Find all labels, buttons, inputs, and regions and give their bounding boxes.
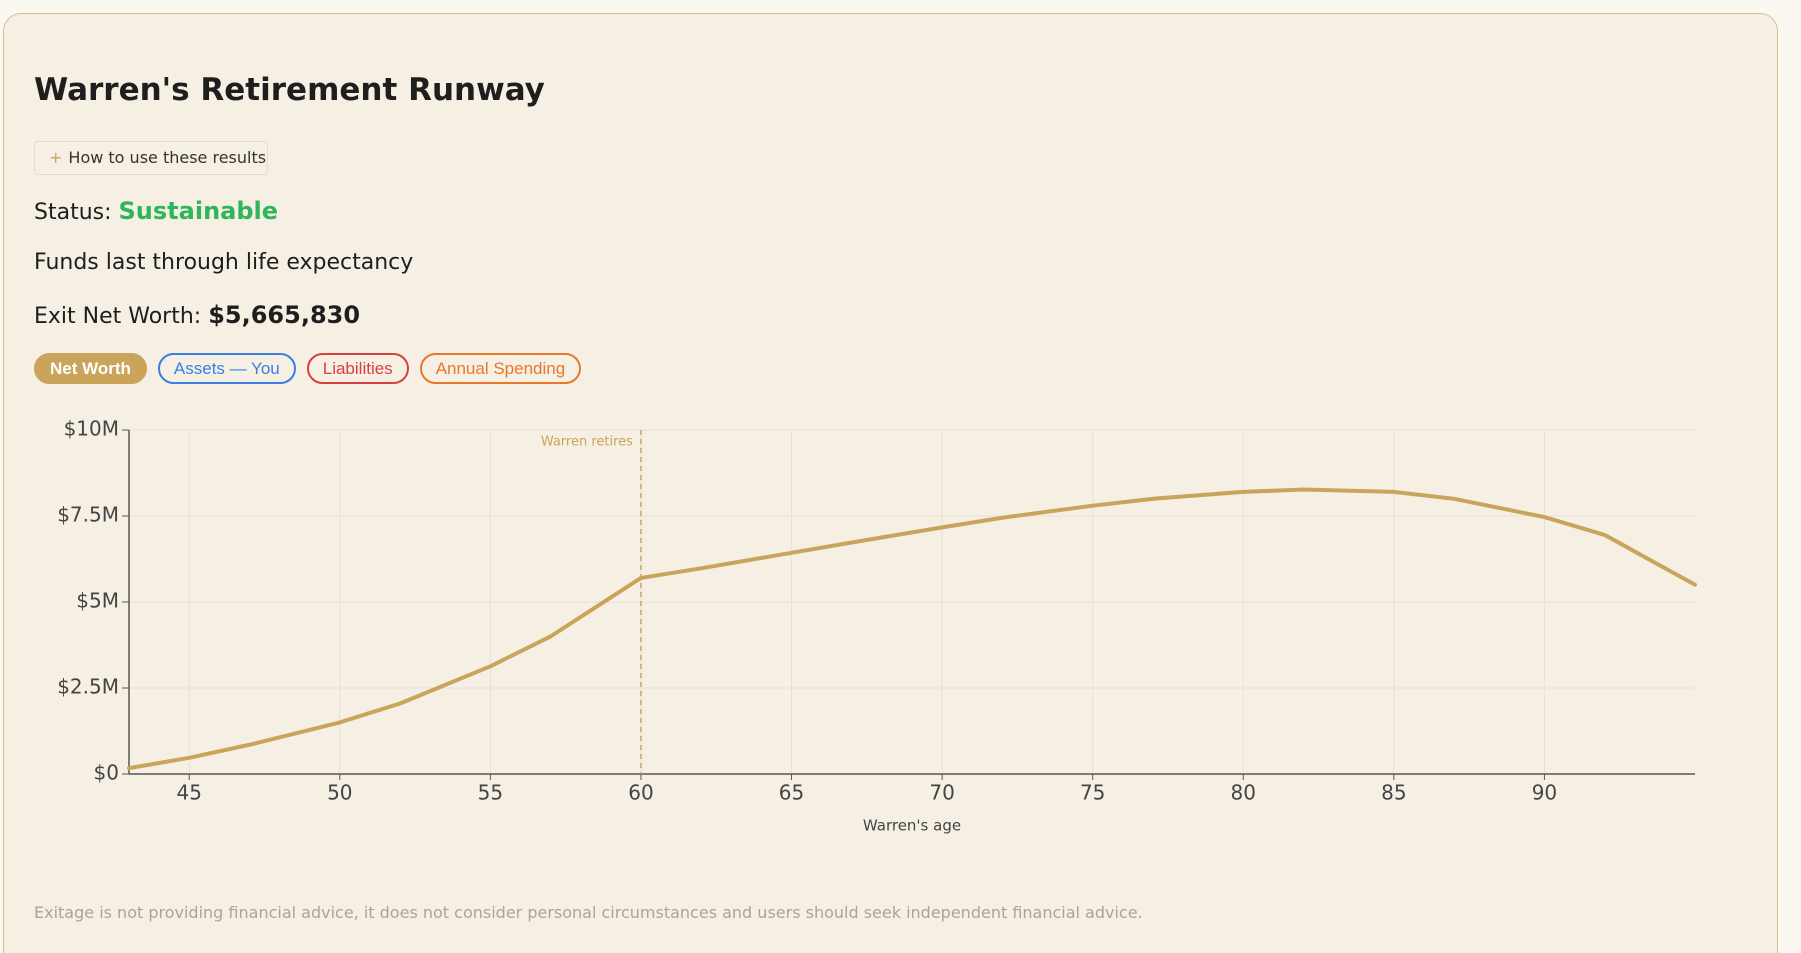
y-tick-label: $7.5M — [57, 503, 119, 527]
series-toggle[interactable]: Liabilities — [306, 353, 409, 384]
x-tick-label: 65 — [779, 781, 804, 805]
x-tick-label: 60 — [628, 781, 653, 805]
y-tick-label: $2.5M — [57, 675, 119, 699]
x-tick-label: 55 — [478, 781, 503, 805]
y-tick-label: $5M — [76, 589, 119, 613]
x-tick-label: 80 — [1231, 781, 1256, 805]
disclaimer: Exitage is not providing financial advic… — [34, 903, 1143, 922]
x-tick-label: 90 — [1532, 781, 1557, 805]
status-line: Status: Sustainable — [34, 197, 278, 225]
series-toggle[interactable]: Annual Spending — [419, 353, 582, 384]
summary: Funds last through life expectancy — [34, 250, 414, 275]
y-tick-label: $0 — [94, 761, 119, 785]
series-toggle[interactable]: Assets — You — [157, 353, 296, 384]
y-tick-label: $10M — [64, 417, 119, 441]
series-toggles: Net Worth Assets — You Liabilities Annual S… — [34, 353, 582, 384]
series-toggle[interactable]: Net Worth — [34, 353, 147, 384]
exit-value: $5,665,830 — [208, 301, 361, 329]
x-tick-label: 75 — [1080, 781, 1105, 805]
exit-net-worth: Exit Net Worth: $5,665,830 — [34, 301, 360, 329]
x-tick-label: 50 — [327, 781, 352, 805]
exit-label: Exit Net Worth: — [34, 304, 202, 329]
annotation-label: Warren retires — [541, 435, 633, 450]
chart: $0 $2.5M $5M $7.5M $10M 45 50 55 60 65 70 75 80 85 90 W… — [57, 417, 1697, 835]
help-label[interactable]: How to use these results — [68, 148, 267, 167]
x-tick-label: 45 — [177, 781, 202, 805]
status-label: Status: — [34, 200, 112, 225]
page-title: Warren's Retirement Runway — [34, 72, 545, 108]
results-card — [3, 13, 1778, 953]
x-tick-label: 85 — [1381, 781, 1406, 805]
x-axis-label: Warren's age — [863, 817, 961, 835]
help-button[interactable]: + How to use these results — [34, 141, 268, 175]
x-tick-label: 70 — [929, 781, 954, 805]
status-value: Sustainable — [118, 197, 279, 225]
series-line — [127, 487, 1697, 771]
